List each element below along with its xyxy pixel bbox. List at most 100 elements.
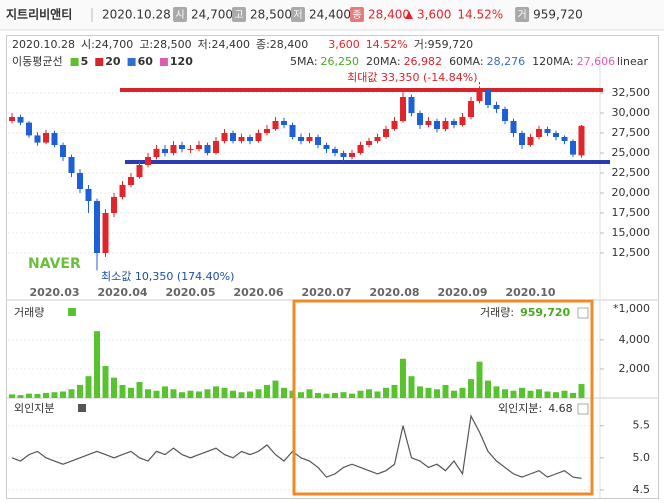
candle-body [289,125,296,137]
y-tick-label: 5.5 [633,419,651,432]
info-item: 종:28,400 [256,38,308,51]
volume-bar [111,377,117,398]
volume-bar [570,392,576,398]
candle-body [315,137,321,145]
current-label: 거래량: [480,306,514,319]
x-tick-label: 2020.07 [301,286,351,299]
foreign-ratio-line [11,414,582,479]
up-arrow [405,11,413,19]
candle-body [578,125,585,156]
candle-body [476,89,483,101]
volume-bar [136,382,143,398]
candle-body [272,121,279,129]
header-value: 28,500 [250,8,292,22]
candle-body [408,97,415,113]
volume-bar [230,390,236,398]
ma-value: 26,982 [404,55,443,68]
header-icon [232,7,246,22]
x-tick-label: 2020.10 [505,286,555,299]
info-item: 3,600 [328,38,360,51]
watermark: NAVER [28,256,81,272]
volume-bar [544,391,551,398]
volume-bar [9,394,15,398]
y-tick-label: 30,000 [612,106,651,119]
x-tick-label: 2020.04 [97,286,147,299]
candle-body [349,153,355,157]
volume-bar [332,392,338,398]
candle-body [510,121,517,133]
stock-title: 지트리비앤티 [6,7,72,22]
volume-bar [298,392,304,398]
volume-bar [221,387,228,398]
volume-bar [170,389,177,398]
candle-body [170,145,177,153]
volume-bar [561,390,568,398]
candle-body [400,97,406,121]
header-value: 24,700 [191,8,233,22]
candle-body [102,213,109,253]
volume-bar [502,389,508,398]
volume-bar [519,387,525,398]
candle-body [204,145,211,153]
current-label: 외인지분: [498,402,542,415]
volume-bar [340,392,347,398]
candle-body [230,133,236,141]
candle-body [391,121,398,129]
volume-bar [238,392,245,398]
candle-body [298,137,304,141]
x-tick-label: 2020.05 [165,286,215,299]
candle-body [136,165,143,177]
ma-value: 26,250 [321,55,360,68]
y-tick-label: 32,500 [612,86,651,99]
x-tick-label: 2020.09 [437,286,487,299]
candle-body [111,197,117,213]
x-tick-label: 2020.06 [233,286,283,299]
candle-body [527,137,534,145]
y-tick-label: 17,500 [612,206,651,219]
legend-label: 60 [138,55,154,68]
highlight-box [292,299,594,496]
volume-bar [102,366,109,398]
volume-bar [187,390,194,398]
volume-bar [17,395,24,398]
candle-body [519,133,525,145]
volume-bar [162,386,168,398]
header-icon-label: 저 [293,9,302,21]
volume-bar [476,361,483,398]
volume-bar [485,380,491,398]
volume-bar [26,393,32,398]
volume-bar [366,389,372,398]
header-change: 3,600 [417,8,451,22]
volume-bar [306,389,313,398]
info-item: 고:28,500 [139,38,191,51]
y-tick-label: 22,500 [612,166,651,179]
candle-body [374,137,381,141]
legend-label: 20 [105,55,121,68]
candle-body [153,149,160,157]
volume-bar [119,384,126,398]
header-value: 24,400 [309,8,351,22]
candle-body [85,189,92,201]
candle-body [162,149,168,153]
volume-bar [408,376,415,398]
candle-body [247,137,253,141]
unit-label: *1,000 [613,302,650,315]
volume-bar [85,376,92,398]
candle-body [493,105,500,109]
candle-body [502,109,508,121]
info-item: 2020.10.28 [12,38,75,51]
candle-body [60,145,66,157]
volume-bar [527,390,534,398]
candle-body [255,133,262,141]
volume-bar [204,389,211,398]
volume-bar [536,389,542,398]
volume-bar [468,379,474,398]
volume-bar [145,389,151,398]
y-tick-label: 2,000 [619,362,651,375]
info-item: 시:24,700 [81,38,133,51]
min-annotation: 최소값 10,350 (174.40%) [101,270,234,283]
volume-bar [357,390,364,398]
panel-swatch [68,308,76,316]
